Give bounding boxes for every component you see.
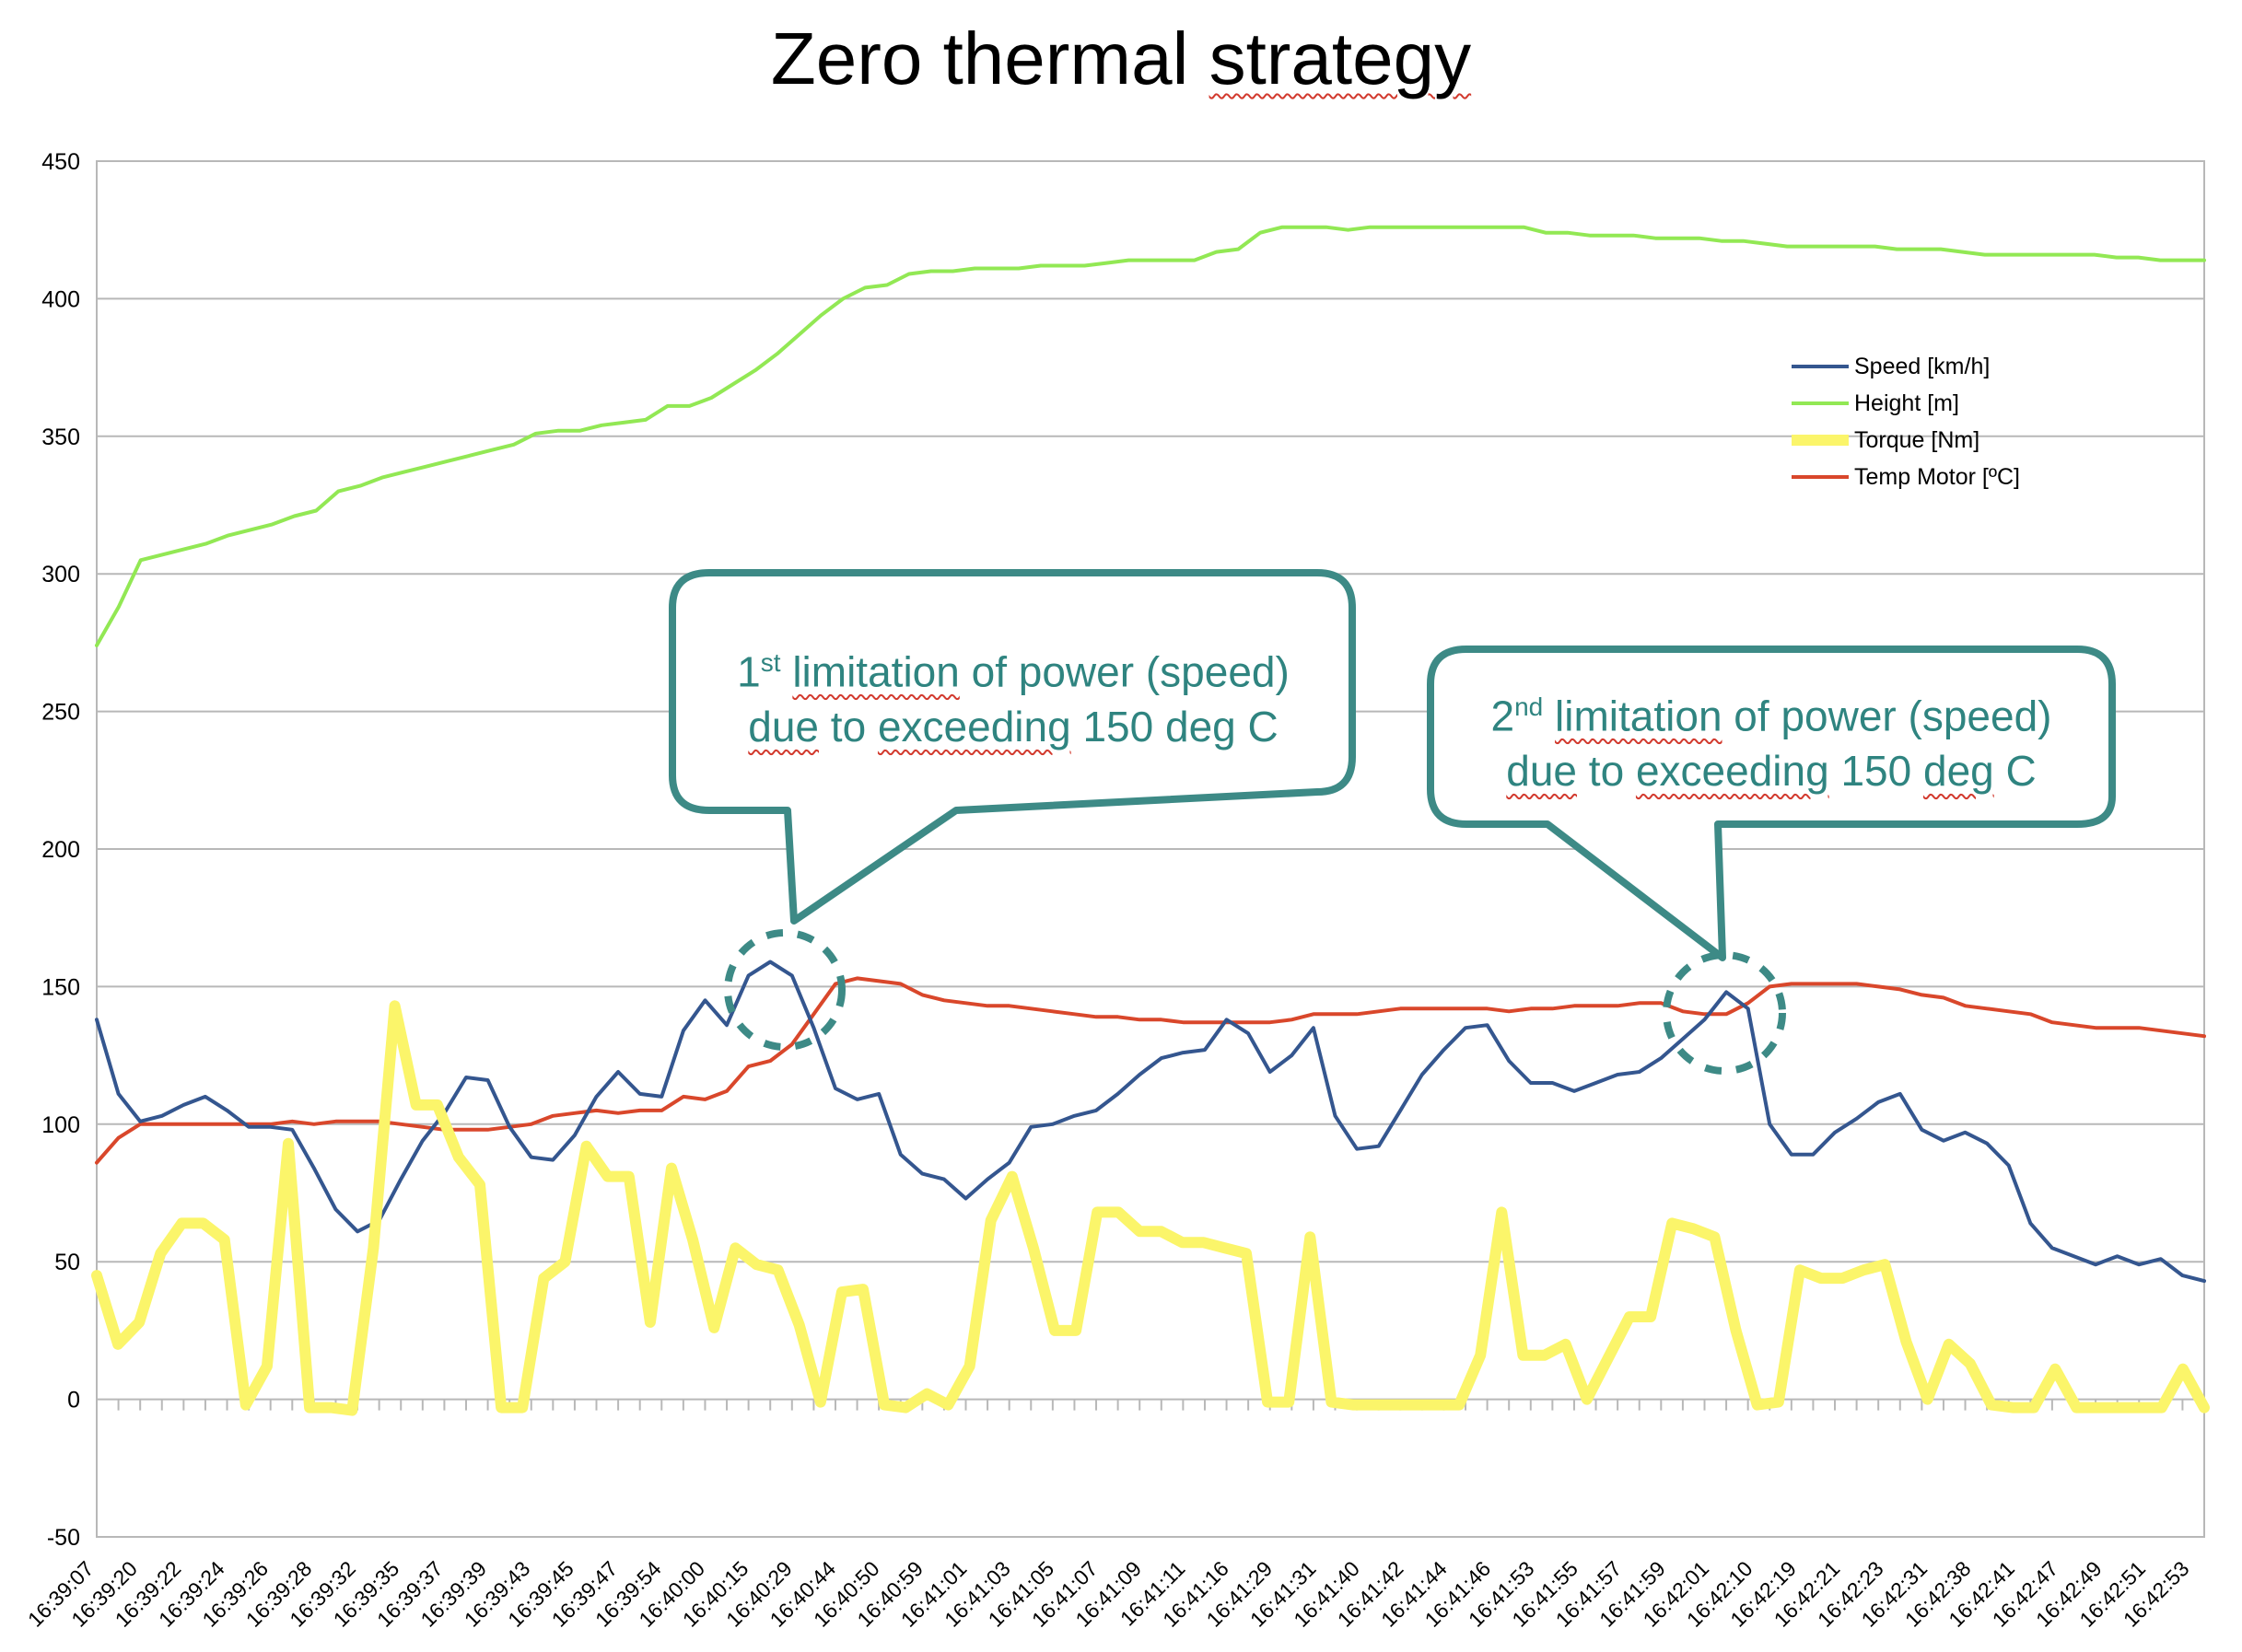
callout-1-mid: to: [819, 703, 878, 751]
callout-1-line-1: 1st limitation of power (speed): [672, 635, 1354, 699]
series-line-1: [95, 225, 2206, 647]
legend-item-torque: Torque [Nm]: [1792, 422, 2020, 459]
callout-text-1: 1st limitation of power (speed) due to e…: [672, 635, 1354, 754]
y-tick-label: 200: [41, 837, 80, 863]
callout-2-mid: to: [1577, 747, 1636, 796]
legend-swatch-speed: [1792, 365, 1849, 368]
highlight-circle-2: [1663, 951, 1786, 1075]
callout-bubble-2: [1427, 646, 2116, 961]
callout-1-suffix: st: [760, 648, 781, 677]
legend-swatch-height: [1792, 401, 1849, 405]
callout-shapes: [669, 569, 2116, 1075]
y-tick-label: 250: [41, 700, 80, 726]
callout-2-suffix: nd: [1514, 692, 1544, 721]
callout-2-word-due: due: [1506, 747, 1578, 796]
callout-2-ordinal: 2: [1490, 692, 1515, 740]
y-tick-label: 0: [67, 1388, 80, 1414]
series-lines: [91, 225, 2210, 1416]
x-axis-ticks: 16:39:0716:39:2016:39:2216:39:2416:39:26…: [23, 1556, 2194, 1632]
callout-1-rest-2: 150 deg C: [1070, 703, 1279, 751]
legend-label-torque: Torque [Nm]: [1854, 426, 1980, 453]
callout-2-word-exceeding: exceeding: [1635, 747, 1829, 796]
callout-2-rest-1: of power (speed): [1722, 692, 2052, 740]
y-axis-ticks: -50 0 50 100 150 200 250 300 350 400 450: [41, 149, 80, 1551]
callout-1-ordinal: 1: [737, 647, 761, 696]
legend-item-temp: Temp Motor [ºC]: [1792, 459, 2020, 495]
series-line-0: [95, 960, 2206, 1284]
legend-swatch-torque: [1792, 435, 1849, 446]
callout-1-line-2: due to exceeding 150 deg C: [672, 699, 1354, 754]
callout-bubble-1: [669, 569, 1356, 925]
callout-2-line-1: 2nd limitation of power (speed): [1430, 680, 2112, 743]
legend-item-speed: Speed [km/h]: [1792, 348, 2020, 385]
y-tick-label: 400: [41, 286, 80, 312]
chart-title: Zero thermal strategy: [0, 17, 2242, 101]
highlight-circle-1: [724, 929, 846, 1051]
callout-2-word-deg: deg: [1922, 747, 1994, 796]
title-part-1: Zero thermal: [770, 17, 1209, 99]
legend-swatch-temp: [1792, 475, 1849, 479]
y-tick-label: 150: [41, 974, 80, 1000]
callout-1-word-due: due: [748, 703, 820, 751]
legend-item-height: Height [m]: [1792, 385, 2020, 422]
title-part-2: strategy: [1209, 17, 1472, 99]
y-tick-label: 450: [41, 149, 80, 175]
legend-label-height: Height [m]: [1854, 390, 1959, 416]
legend-label-temp: Temp Motor [ºC]: [1854, 463, 2021, 490]
callout-1-word-limitation: limitation: [792, 647, 960, 696]
callout-text-2: 2nd limitation of power (speed) due to e…: [1430, 680, 2112, 798]
y-tick-label: 300: [41, 562, 80, 588]
y-tick-label: 100: [41, 1112, 80, 1138]
series-line-2: [91, 1000, 2210, 1416]
callout-1-rest-1: of power (speed): [959, 647, 1290, 696]
legend: Speed [km/h] Height [m] Torque [Nm] Temp…: [1792, 348, 2020, 495]
y-tick-label: 50: [54, 1250, 80, 1275]
y-tick-label: -50: [47, 1525, 80, 1551]
y-tick-label: 350: [41, 425, 80, 450]
callout-2-line-2: due to exceeding 150 deg C: [1430, 743, 2112, 798]
legend-label-speed: Speed [km/h]: [1854, 353, 1991, 379]
callout-1-word-exceeding: exceeding: [877, 703, 1071, 751]
callout-2-word-limitation: limitation: [1555, 692, 1722, 740]
callout-2-rest-3: C: [1993, 747, 2037, 796]
callout-2-rest-2: 150: [1828, 747, 1923, 796]
